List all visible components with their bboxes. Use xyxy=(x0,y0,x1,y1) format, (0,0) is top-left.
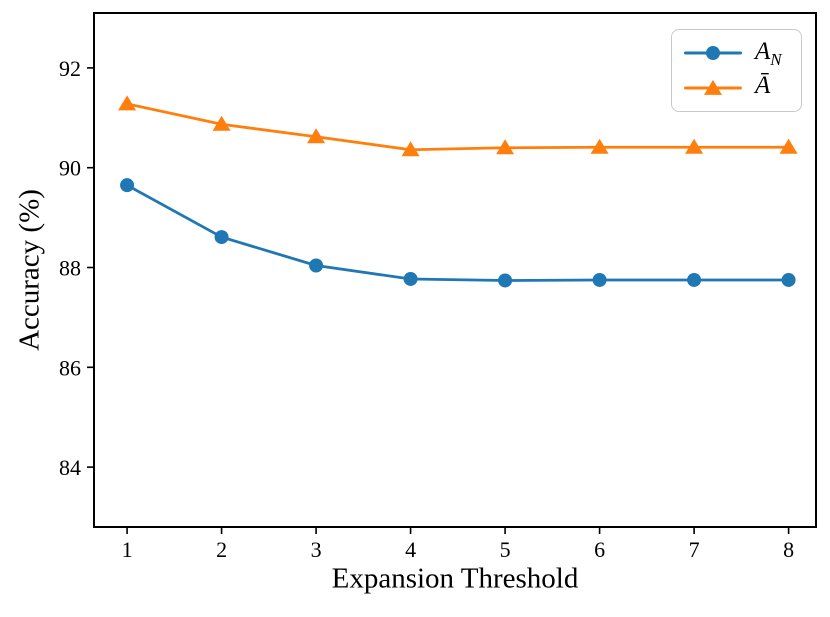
data-point-triangle xyxy=(496,139,515,155)
y-tick-label: 84 xyxy=(59,455,81,480)
data-point-triangle xyxy=(212,115,231,131)
x-tick-label: 8 xyxy=(783,537,794,562)
data-point-circle xyxy=(592,272,607,287)
x-tick-label: 6 xyxy=(594,537,605,562)
y-axis-label: Accuracy (%) xyxy=(13,189,46,351)
data-point-circle xyxy=(781,272,796,287)
x-tick-label: 3 xyxy=(311,537,322,562)
data-point-triangle xyxy=(118,95,137,111)
x-axis-label: Expansion Threshold xyxy=(331,562,579,595)
legend-item-abar: Ā xyxy=(684,71,791,105)
data-point-circle xyxy=(214,230,229,245)
y-tick-label: 90 xyxy=(59,156,81,181)
data-point-triangle xyxy=(779,138,798,154)
data-point-triangle xyxy=(401,141,420,157)
x-tick-label: 1 xyxy=(122,537,133,562)
legend-item-an: AN xyxy=(684,36,791,70)
legend: AN Ā xyxy=(671,29,802,112)
x-tick-label: 4 xyxy=(405,537,416,562)
y-tick-label: 86 xyxy=(59,355,81,380)
data-point-triangle xyxy=(590,138,609,154)
data-point-circle xyxy=(403,271,418,286)
data-point-circle xyxy=(120,178,135,193)
plot-border xyxy=(93,12,817,528)
y-tick-label: 92 xyxy=(59,56,81,81)
data-point-triangle xyxy=(307,128,326,144)
x-tick-label: 5 xyxy=(500,537,511,562)
legend-line-triangle-icon xyxy=(684,79,742,97)
data-point-circle xyxy=(309,258,324,273)
legend-label-abar: Ā xyxy=(755,72,771,100)
series-A_N xyxy=(120,178,796,288)
series-A-bar xyxy=(118,95,798,157)
data-point-circle xyxy=(687,272,702,287)
y-tick-label: 88 xyxy=(59,256,81,281)
legend-line-circle-icon xyxy=(684,44,742,62)
x-tick-label: 2 xyxy=(216,537,227,562)
data-point-circle xyxy=(498,273,513,288)
y-axis: 84 86 88 90 92 xyxy=(59,56,94,480)
data-point-triangle xyxy=(685,138,704,154)
x-tick-label: 7 xyxy=(689,537,700,562)
legend-label-an: AN xyxy=(755,37,782,69)
x-axis: 1 2 3 4 5 6 7 8 xyxy=(122,527,794,562)
